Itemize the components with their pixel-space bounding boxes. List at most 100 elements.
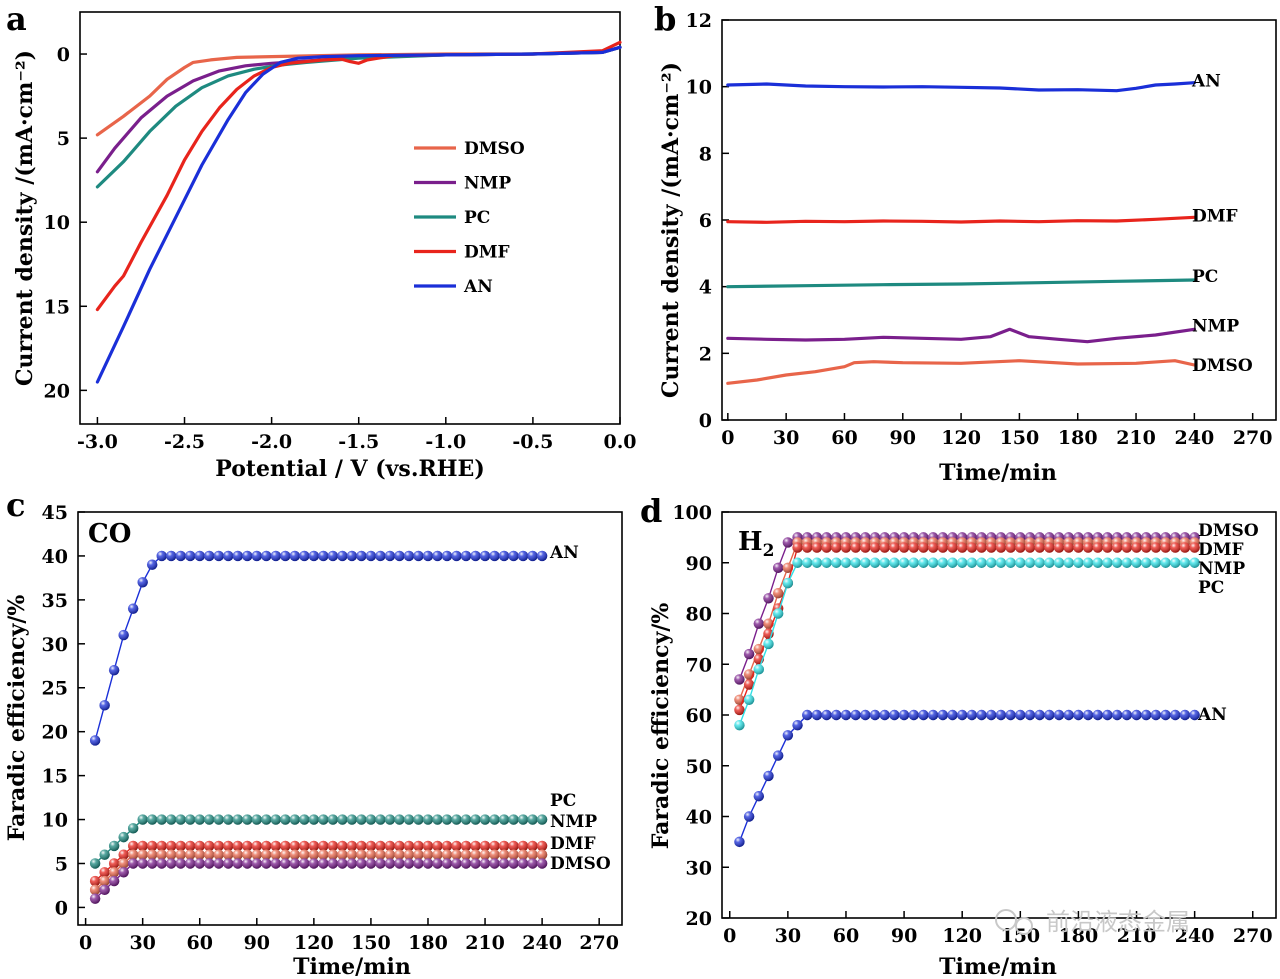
data-point-shade-c: [337, 849, 348, 860]
data-point-shade-c: [470, 849, 481, 860]
series-line-d-nmp: [738, 546, 1195, 711]
data-point-shade-c: [498, 550, 510, 562]
data-point-shade-c: [356, 840, 367, 852]
data-point-shade-d: [1082, 557, 1094, 568]
data-point-shade-c: [479, 849, 491, 860]
data-point-shade-c: [146, 858, 158, 869]
data-point-shade-d: [840, 557, 852, 568]
data-point-shade-c: [308, 840, 320, 852]
data-point-shade-c: [213, 550, 224, 562]
data-point-shade-c: [204, 814, 215, 825]
x-tick-label-c: 30: [129, 932, 155, 954]
data-point-shade-c: [223, 814, 234, 825]
x-tick-label-b: 0: [721, 427, 734, 449]
x-tick-label-d: 30: [775, 925, 801, 947]
data-point-shade-d: [1024, 542, 1036, 553]
x-tick-label-d: 270: [1233, 925, 1273, 947]
data-point-shade-c: [318, 814, 329, 825]
series-line-c-an: [94, 555, 543, 741]
data-point-shade-c: [166, 550, 177, 562]
data-point-shade-c: [508, 849, 519, 860]
data-point-shade-c: [384, 849, 396, 860]
data-point-shade-c: [204, 858, 215, 869]
data-point-shade-c: [470, 858, 481, 869]
data-point-shade-c: [308, 814, 320, 825]
data-point-shade-d: [1073, 542, 1084, 553]
panel-d-label: d: [640, 492, 662, 530]
series-label-c-pc: PC: [550, 791, 576, 811]
data-point-shade-c: [517, 550, 529, 562]
data-point-shade-c: [242, 814, 253, 825]
data-point-shade-c: [213, 849, 224, 860]
data-point-shade-c: [99, 867, 110, 878]
x-tick-label-a: -2.0: [251, 431, 292, 453]
data-point-shade-d: [1024, 709, 1036, 721]
data-point-shade-c: [299, 840, 310, 852]
series-line-b-dmso: [726, 359, 1196, 385]
data-point-shade-c: [422, 550, 434, 562]
series-line-a-nmp: [95, 45, 622, 174]
data-point-shade-c: [156, 849, 167, 860]
data-point-shade-c: [375, 814, 386, 825]
x-tick-label-a: -2.5: [164, 431, 205, 453]
data-point-shade-c: [489, 840, 500, 852]
data-point-shade-c: [232, 849, 243, 860]
y-tick-label-a: 5: [57, 128, 70, 150]
y-tick-label-b: 0: [699, 410, 712, 432]
data-point-shade-c: [432, 814, 443, 825]
data-point-shade-d: [1111, 557, 1123, 568]
data-point-shade-c: [527, 814, 538, 825]
data-point-shade-d: [869, 709, 881, 721]
panel-b: b 0 30 60 90 120 150 180 210 240 270 0 2 4 6 8 10 12 AN D…: [654, 0, 1277, 486]
data-point-shade-d: [918, 557, 929, 568]
data-point-shade-d: [860, 557, 871, 568]
data-point-shade-d: [1044, 709, 1055, 721]
y-tick-label-a: 20: [44, 380, 70, 402]
data-point-shade-c: [289, 849, 301, 860]
panel-a-label: a: [6, 0, 27, 38]
data-point-shade-c: [536, 814, 548, 825]
y-axis-label-b: Current density /(mA·cm⁻²): [658, 62, 684, 398]
data-point-shade-d: [831, 542, 842, 553]
data-point-shade-d: [1015, 542, 1026, 553]
data-point-shade-d: [734, 704, 745, 716]
data-point-shade-d: [1053, 557, 1065, 568]
data-point-shade-c: [337, 814, 348, 825]
series-label-b-dmf: DMF: [1192, 206, 1238, 226]
data-point-shade-d: [1160, 557, 1171, 568]
data-point-shade-c: [89, 735, 101, 746]
data-point-shade-d: [966, 557, 978, 568]
series-label-b-pc: PC: [1192, 267, 1218, 287]
data-point-shade-d: [908, 557, 919, 568]
x-tick-label-b: 210: [1116, 427, 1156, 449]
data-point-shade-d: [850, 557, 861, 568]
data-point-shade-d: [1063, 709, 1074, 721]
axes-d: 0 30 60 90 120 150 180 210 240 270 20 30 40 50 60 70 80 9…: [672, 502, 1272, 947]
data-point-shade-c: [175, 550, 186, 562]
data-point-shade-c: [194, 840, 205, 852]
data-point-shade-c: [432, 858, 443, 869]
data-point-shade-d: [860, 709, 871, 721]
data-point-shade-d: [1053, 542, 1065, 553]
watermark-icon-2: [1015, 917, 1033, 935]
data-point-shade-d: [1102, 709, 1113, 721]
data-point-shade-d: [763, 770, 774, 782]
data-point-shade-c: [327, 550, 339, 562]
data-point-shade-c: [489, 550, 500, 562]
data-point-shade-c: [175, 849, 186, 860]
data-point-shade-c: [365, 550, 377, 562]
data-point-shade-c: [356, 858, 367, 869]
y-tick-label-d: 30: [686, 857, 712, 879]
data-point-shade-c: [318, 858, 329, 869]
data-point-shade-c: [308, 550, 320, 562]
x-tick-label-c: 210: [465, 932, 505, 954]
data-point-shade-c: [185, 550, 196, 562]
data-point-shade-c: [346, 840, 358, 852]
data-point-shade-d: [734, 674, 745, 685]
legend-label-dmso: DMSO: [464, 139, 525, 159]
data-point-shade-c: [156, 858, 167, 869]
data-point-shade-d: [1131, 709, 1142, 721]
data-point-shade-c: [242, 849, 253, 860]
data-point-shade-c: [536, 858, 548, 869]
